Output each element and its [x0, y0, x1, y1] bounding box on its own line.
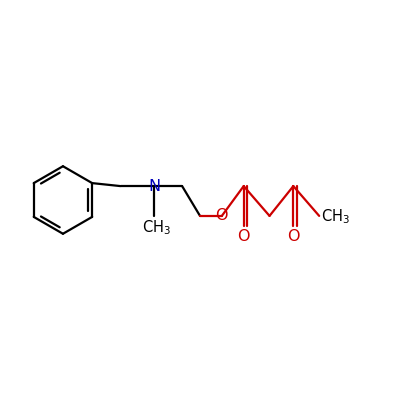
Text: O: O: [287, 229, 300, 244]
Text: CH$_3$: CH$_3$: [142, 218, 171, 236]
Text: N: N: [148, 178, 160, 194]
Text: CH$_3$: CH$_3$: [321, 207, 350, 226]
Text: O: O: [238, 229, 250, 244]
Text: O: O: [216, 208, 228, 223]
